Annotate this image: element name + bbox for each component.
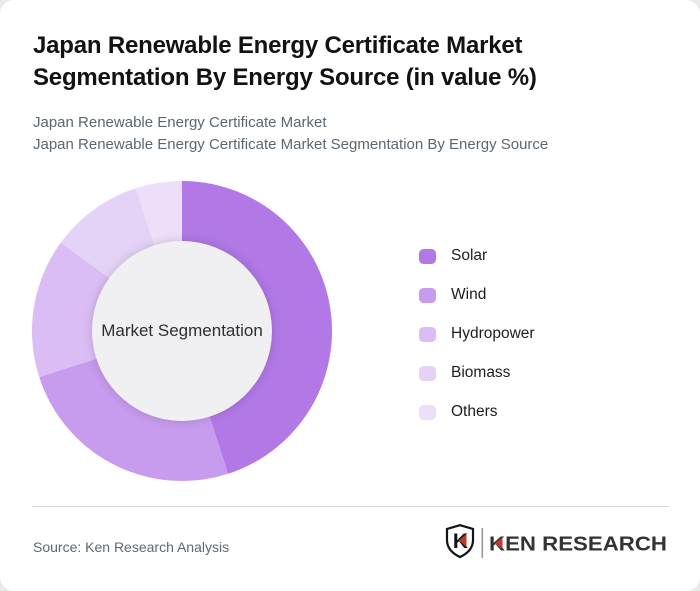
legend-swatch [419, 404, 436, 420]
footer-divider [32, 506, 669, 507]
legend-item-label: Others [451, 403, 498, 420]
donut-chart: Market Segmentation [32, 181, 332, 481]
legend-swatch [419, 287, 436, 303]
subtitle-line-2: Japan Renewable Energy Certificate Marke… [33, 136, 549, 153]
logo-text: KEN RESEARCH [489, 534, 667, 556]
logo-separator [481, 528, 484, 558]
legend-swatch [419, 248, 436, 264]
legend-item-label: Wind [451, 286, 487, 303]
ken-research-logo: K KEN RESEARCH [445, 524, 667, 559]
legend-item-label: Solar [451, 247, 488, 264]
legend-swatch [419, 365, 436, 381]
legend-item: Biomass [419, 364, 535, 381]
logo-text-triangle-icon [494, 537, 503, 550]
subtitle-line-1: Japan Renewable Energy Certificate Marke… [33, 114, 327, 131]
logo-shield-triangle-icon [458, 534, 467, 547]
subtitle: Japan Renewable Energy Certificate Marke… [33, 112, 548, 156]
legend-item: Wind [419, 286, 535, 303]
source-text: Source: Ken Research Analysis [33, 539, 230, 555]
donut-chart-area: Market Segmentation [32, 181, 332, 481]
legend: Solar Wind Hydropower Biomass Others [419, 247, 535, 420]
donut-hole: Market Segmentation [92, 241, 272, 421]
page-title: Japan Renewable Energy Certificate Marke… [33, 32, 537, 91]
legend-item-label: Hydropower [451, 325, 535, 342]
donut-center-label: Market Segmentation [101, 321, 263, 340]
legend-item-label: Biomass [451, 364, 511, 381]
legend-item: Others [419, 403, 535, 420]
legend-item: Hydropower [419, 325, 535, 342]
legend-item: Solar [419, 247, 535, 264]
legend-swatch [419, 326, 436, 342]
